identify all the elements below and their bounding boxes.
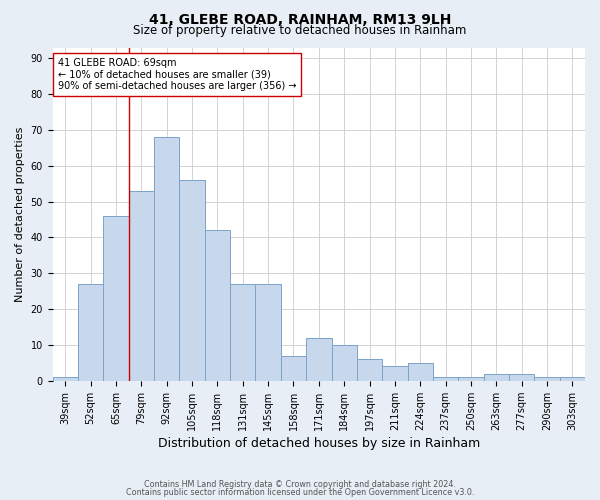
Bar xyxy=(154,137,179,381)
Bar xyxy=(484,374,509,381)
Bar xyxy=(78,284,103,381)
Y-axis label: Number of detached properties: Number of detached properties xyxy=(15,126,25,302)
Bar xyxy=(332,345,357,381)
Bar xyxy=(179,180,205,381)
Bar xyxy=(433,377,458,381)
Text: Contains HM Land Registry data © Crown copyright and database right 2024.: Contains HM Land Registry data © Crown c… xyxy=(144,480,456,489)
Text: Size of property relative to detached houses in Rainham: Size of property relative to detached ho… xyxy=(133,24,467,37)
Text: Contains public sector information licensed under the Open Government Licence v3: Contains public sector information licen… xyxy=(126,488,474,497)
Bar xyxy=(256,284,281,381)
Bar xyxy=(560,377,585,381)
Bar xyxy=(407,363,433,381)
Bar xyxy=(458,377,484,381)
Bar xyxy=(230,284,256,381)
Bar xyxy=(103,216,129,381)
Bar xyxy=(509,374,535,381)
Bar xyxy=(382,366,407,381)
Bar xyxy=(535,377,560,381)
X-axis label: Distribution of detached houses by size in Rainham: Distribution of detached houses by size … xyxy=(158,437,480,450)
Text: 41 GLEBE ROAD: 69sqm
← 10% of detached houses are smaller (39)
90% of semi-detac: 41 GLEBE ROAD: 69sqm ← 10% of detached h… xyxy=(58,58,296,90)
Bar xyxy=(53,377,78,381)
Bar xyxy=(357,360,382,381)
Text: 41, GLEBE ROAD, RAINHAM, RM13 9LH: 41, GLEBE ROAD, RAINHAM, RM13 9LH xyxy=(149,12,451,26)
Bar xyxy=(281,356,306,381)
Bar xyxy=(306,338,332,381)
Bar xyxy=(205,230,230,381)
Bar xyxy=(129,191,154,381)
